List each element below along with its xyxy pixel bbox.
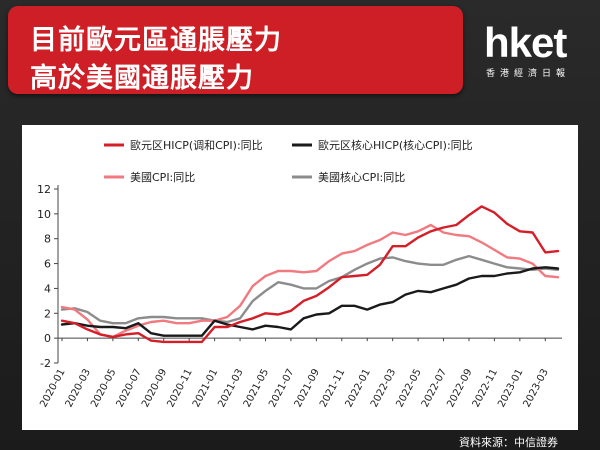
source-note: 資料來源：中信證券 (459, 436, 558, 449)
y-tick-label: 12 (37, 183, 51, 196)
hket-logo-subtitle: 香港經濟日報 (486, 69, 571, 79)
chart-panel: 歐元区HICP(调和CPI):同比 歐元区核心HICP(核心CPI):同比美國CP… (22, 125, 578, 430)
y-tick-label: 8 (44, 233, 51, 246)
series-line (60, 205, 560, 344)
chart-legend: 歐元区HICP(调和CPI):同比 歐元区核心HICP(核心CPI):同比美國CP… (104, 138, 473, 184)
legend-label: 歐元区核心HICP(核心CPI):同比 (318, 138, 473, 152)
y-tick-label: 4 (44, 282, 51, 295)
legend-item: 美國CPI:同比 (104, 171, 195, 184)
series-line (60, 254, 560, 325)
legend-item: 歐元区核心HICP(核心CPI):同比 (292, 138, 473, 152)
y-tick-label: -2 (40, 357, 51, 370)
hket-logo: hket (484, 19, 567, 66)
chart-series (60, 205, 560, 344)
chart-axes: -20246810122020-012020-032020-052020-072… (37, 183, 562, 409)
title-line-2: 高於美國通脹壓力 (30, 63, 254, 94)
legend-label: 美國核心CPI:同比 (318, 170, 405, 184)
legend-label: 歐元区HICP(调和CPI):同比 (130, 138, 263, 152)
legend-item: 美國核心CPI:同比 (292, 170, 405, 184)
title-line-1: 目前歐元區通脹壓力 (30, 25, 282, 56)
y-tick-label: 10 (37, 208, 51, 221)
y-tick-label: 2 (44, 307, 51, 320)
series-line (60, 266, 560, 337)
legend-label: 美國CPI:同比 (130, 171, 195, 184)
y-tick-label: 0 (44, 332, 51, 345)
legend-item: 歐元区HICP(调和CPI):同比 (104, 138, 263, 152)
title-banner: 目前歐元區通脹壓力 高於美國通脹壓力 (8, 6, 463, 94)
x-tick-label: 2023-03 (522, 367, 551, 409)
y-tick-label: 6 (44, 258, 51, 271)
inflation-line-chart: 歐元区HICP(调和CPI):同比 歐元区核心HICP(核心CPI):同比美國CP… (37, 138, 562, 409)
series-line (60, 223, 560, 339)
